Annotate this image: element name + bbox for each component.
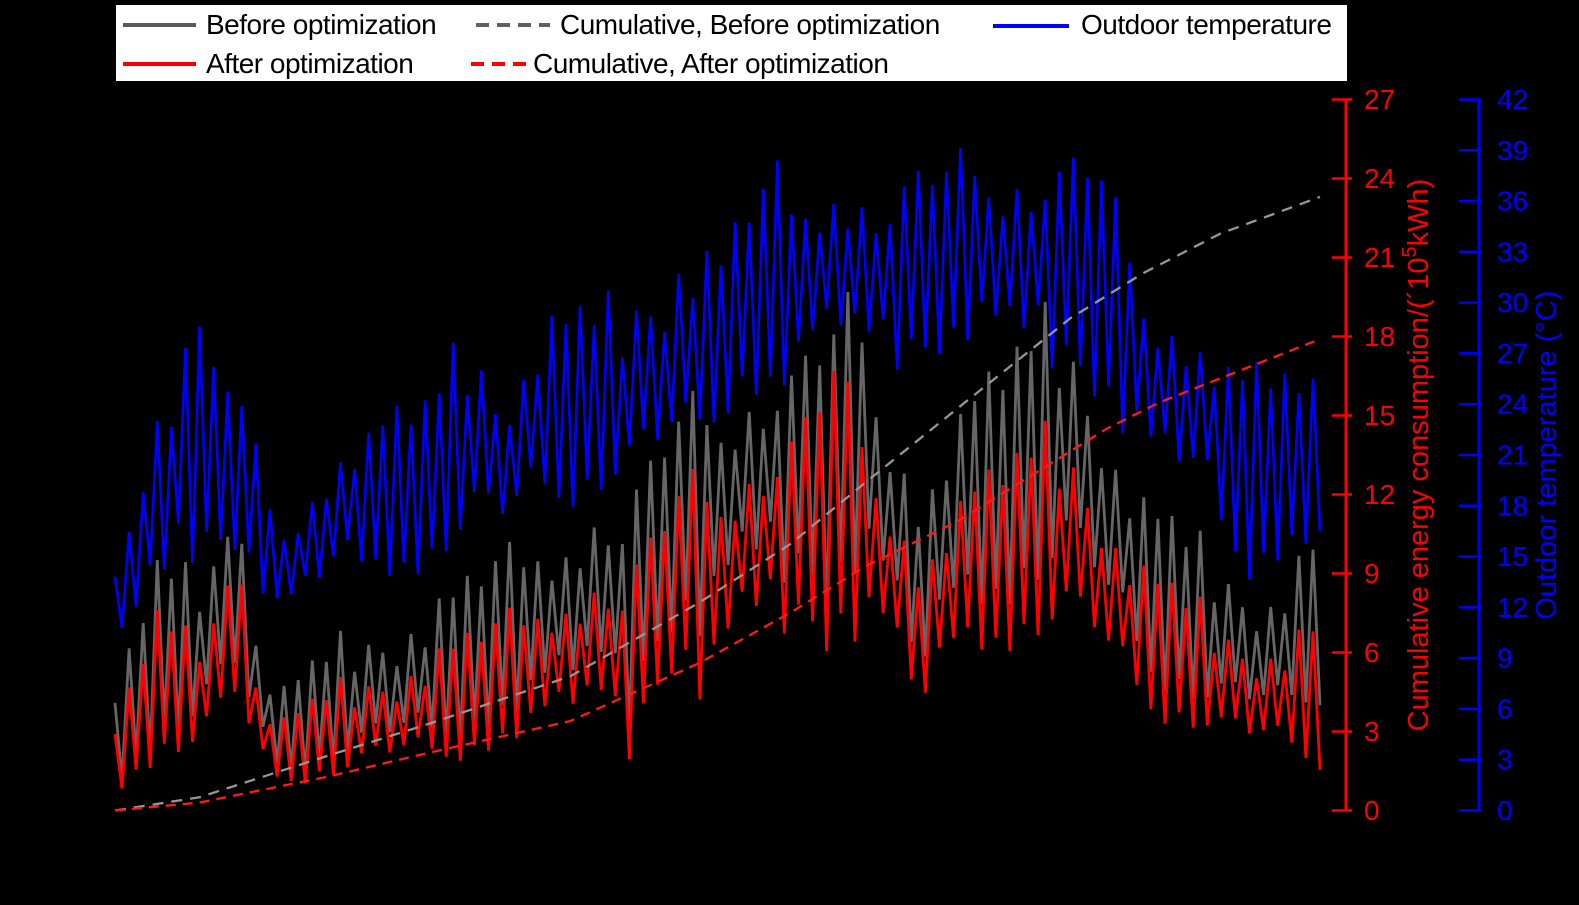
energy-axis-title: Cumulative energy consumption/(´105kWh) bbox=[1399, 179, 1435, 732]
energy-axis-tick-label: 0 bbox=[1364, 795, 1380, 826]
legend-label-outdoor-temperature: Outdoor temperature bbox=[1081, 9, 1332, 40]
energy-axis-tick-label: 9 bbox=[1364, 558, 1380, 589]
energy-axis-tick-label: 21 bbox=[1364, 242, 1395, 273]
temperature-axis-tick-label: 3 bbox=[1497, 744, 1513, 775]
temperature-axis-tick-label: 30 bbox=[1497, 287, 1528, 318]
energy-axis-tick-label: 3 bbox=[1364, 716, 1380, 747]
temperature-axis-tick-label: 33 bbox=[1497, 236, 1528, 267]
temperature-axis-tick-label: 15 bbox=[1497, 541, 1528, 572]
legend-label-after-optimization: After optimization bbox=[206, 48, 414, 79]
legend: Before optimization Cumulative, Before o… bbox=[113, 2, 1350, 84]
temperature-axis-title: Outdoor temperature (°C) bbox=[1531, 290, 1563, 619]
legend-label-before-optimization: Before optimization bbox=[206, 9, 437, 40]
series-outdoor-temperature bbox=[113, 147, 1322, 629]
energy-axis-tick-label: 18 bbox=[1364, 321, 1395, 352]
series-before-optimization bbox=[113, 292, 1322, 780]
series-after-optimization bbox=[113, 371, 1322, 789]
temperature-axis-tick-label: 39 bbox=[1497, 135, 1528, 166]
series-layer bbox=[113, 147, 1322, 812]
legend-line-before-optimization bbox=[123, 23, 196, 27]
legend-line-after-optimization bbox=[123, 62, 196, 66]
legend-line-cumulative-before bbox=[476, 23, 550, 27]
temperature-axis-tick-label: 42 bbox=[1497, 84, 1528, 115]
temperature-axis-tick-label: 24 bbox=[1497, 389, 1528, 420]
temperature-axis-tick-label: 0 bbox=[1497, 795, 1513, 826]
legend-label-cumulative-before: Cumulative, Before optimization bbox=[560, 9, 940, 40]
energy-axis-tick-label: 6 bbox=[1364, 637, 1380, 668]
temperature-axis-tick-label: 12 bbox=[1497, 592, 1528, 623]
energy-axis-tick-label: 12 bbox=[1364, 479, 1395, 510]
legend-line-outdoor-temperature bbox=[993, 24, 1069, 28]
energy-axis-tick-label: 15 bbox=[1364, 400, 1395, 431]
temperature-axis-tick-label: 9 bbox=[1497, 643, 1513, 674]
temperature-axis-tick-label: 36 bbox=[1497, 186, 1528, 217]
axes-layer: 0369121518212427036912151821242730333639… bbox=[1332, 84, 1528, 826]
energy-axis-tick-label: 24 bbox=[1364, 163, 1395, 194]
legend-label-cumulative-after: Cumulative, After optimization bbox=[533, 48, 889, 79]
temperature-axis-tick-label: 18 bbox=[1497, 490, 1528, 521]
temperature-axis-tick-label: 6 bbox=[1497, 693, 1513, 724]
series-cumulative-before-optimization bbox=[114, 195, 1321, 812]
energy-axis-tick-label: 27 bbox=[1364, 84, 1395, 115]
legend-line-cumulative-after bbox=[471, 62, 531, 66]
temperature-axis-tick-label: 27 bbox=[1497, 338, 1528, 369]
temperature-axis-tick-label: 21 bbox=[1497, 440, 1528, 471]
